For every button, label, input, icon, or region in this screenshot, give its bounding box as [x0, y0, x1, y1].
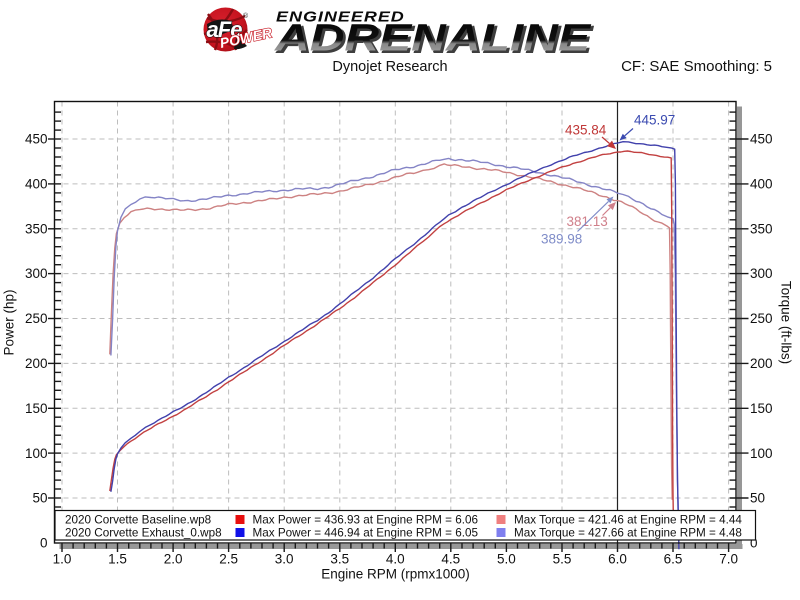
svg-text:Max Torque = 427.66 at Engine: Max Torque = 427.66 at Engine RPM = 4.48: [514, 527, 742, 540]
svg-text:5.5: 5.5: [553, 552, 572, 567]
svg-text:3.0: 3.0: [275, 552, 294, 567]
svg-text:450: 450: [25, 132, 48, 147]
svg-text:150: 150: [25, 401, 48, 416]
svg-text:7.0: 7.0: [719, 552, 738, 567]
svg-text:200: 200: [750, 356, 773, 371]
svg-text:Max Power = 446.94 at Engine R: Max Power = 446.94 at Engine RPM = 6.05: [253, 527, 479, 540]
svg-text:ADRENALINE: ADRENALINE: [274, 17, 591, 59]
svg-text:1.5: 1.5: [108, 552, 127, 567]
svg-text:5.0: 5.0: [497, 552, 516, 567]
svg-text:400: 400: [750, 177, 773, 192]
svg-text:389.98: 389.98: [541, 232, 582, 247]
svg-text:2.5: 2.5: [219, 552, 238, 567]
svg-text:4.0: 4.0: [386, 552, 405, 567]
svg-text:aFe: aFe: [207, 17, 243, 42]
svg-text:3.5: 3.5: [330, 552, 349, 567]
svg-text:250: 250: [750, 311, 773, 326]
svg-text:1.0: 1.0: [53, 552, 72, 567]
svg-text:®: ®: [243, 12, 249, 20]
svg-text:300: 300: [25, 266, 48, 281]
svg-text:ENGINEERED: ENGINEERED: [276, 9, 405, 25]
svg-text:100: 100: [25, 446, 48, 461]
svg-text:0: 0: [40, 536, 48, 551]
svg-text:2020 Corvette Baseline.wp8: 2020 Corvette Baseline.wp8: [65, 514, 211, 527]
svg-text:150: 150: [750, 401, 773, 416]
svg-text:350: 350: [750, 221, 773, 236]
svg-text:400: 400: [25, 177, 48, 192]
svg-text:Torque (ft-lbs): Torque (ft-lbs): [779, 281, 794, 364]
svg-text:4.5: 4.5: [441, 552, 460, 567]
svg-text:Dynojet Research: Dynojet Research: [332, 59, 447, 75]
svg-text:CF: SAE Smoothing: 5: CF: SAE Smoothing: 5: [621, 58, 772, 75]
svg-text:0: 0: [750, 536, 758, 551]
svg-text:435.84: 435.84: [565, 123, 607, 138]
svg-text:6.5: 6.5: [664, 552, 683, 567]
svg-text:350: 350: [25, 221, 48, 236]
svg-text:445.97: 445.97: [634, 113, 675, 128]
svg-text:100: 100: [750, 446, 773, 461]
svg-text:Max Power = 436.93 at Engine R: Max Power = 436.93 at Engine RPM = 6.06: [253, 514, 478, 527]
svg-text:200: 200: [25, 356, 48, 371]
svg-text:50: 50: [32, 491, 47, 506]
svg-text:6.0: 6.0: [608, 552, 627, 567]
svg-text:Max Torque = 421.46 at Engine: Max Torque = 421.46 at Engine RPM = 4.44: [514, 514, 742, 527]
svg-text:Engine RPM (rpmx1000): Engine RPM (rpmx1000): [321, 567, 470, 582]
svg-text:450: 450: [750, 132, 773, 147]
svg-text:Power (hp): Power (hp): [2, 289, 17, 355]
svg-text:50: 50: [750, 491, 765, 506]
svg-text:300: 300: [750, 266, 773, 281]
svg-text:2.0: 2.0: [164, 552, 183, 567]
svg-text:2020 Corvette Exhaust_0.wp8: 2020 Corvette Exhaust_0.wp8: [65, 527, 222, 540]
svg-text:250: 250: [25, 311, 48, 326]
